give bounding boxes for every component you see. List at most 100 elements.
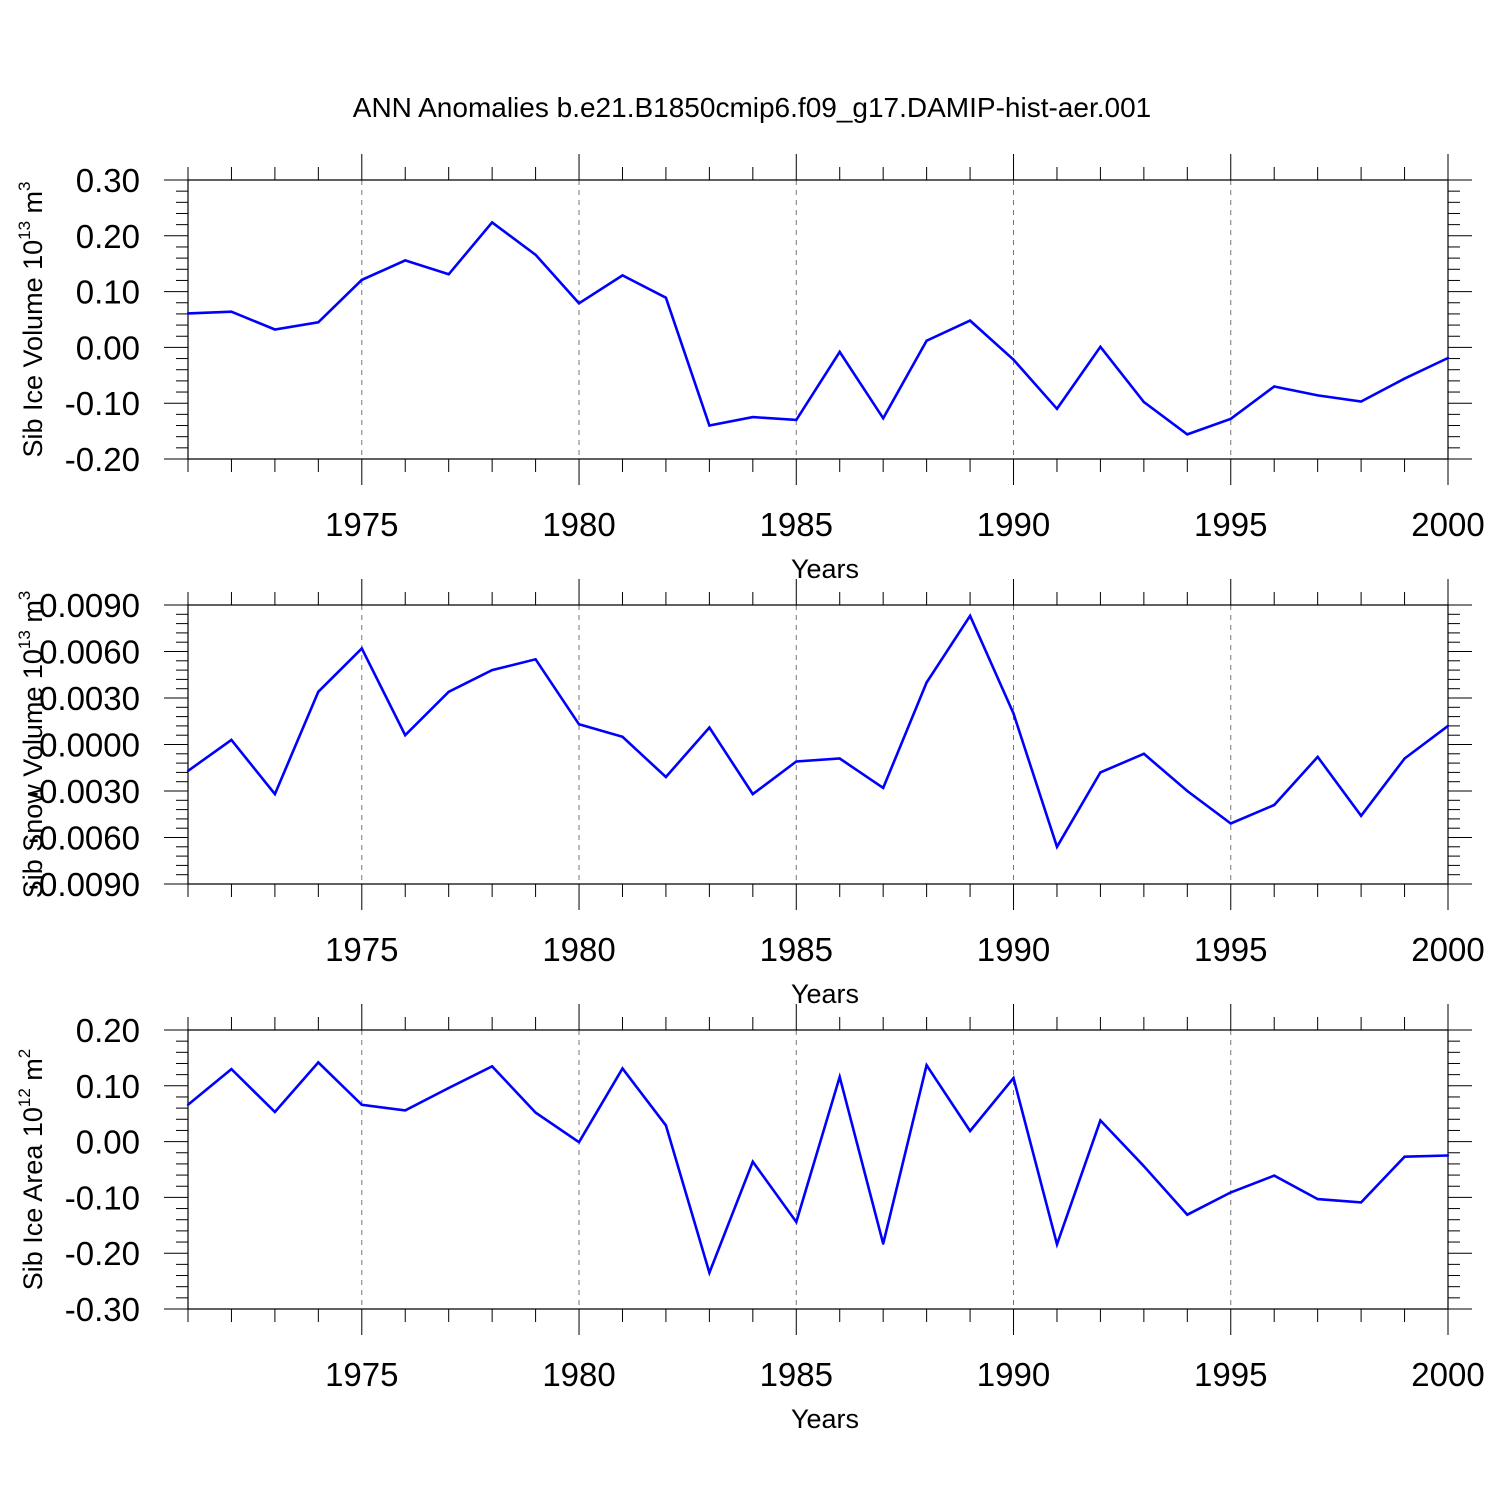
data-point	[925, 1063, 928, 1067]
data-point	[186, 312, 190, 315]
data-point	[404, 734, 407, 737]
data-point	[1403, 1155, 1406, 1158]
data-point	[186, 769, 190, 773]
y-tick-label: 0.20	[76, 218, 140, 255]
panels: -0.20 -0.10 0.00 0.10 0.20 0.30 1975 1980 1985 19…	[15, 154, 1485, 1434]
y-tick-label: -0.0030	[28, 773, 140, 810]
data-point	[708, 424, 711, 427]
data-point	[1186, 789, 1189, 793]
data-point	[881, 786, 885, 790]
y-tick-label: -0.20	[65, 1235, 140, 1272]
data-point	[360, 1103, 363, 1106]
data-point	[577, 302, 581, 305]
data-point	[273, 1110, 277, 1114]
y-axis-label: Sib Ice Area 1012 m2	[15, 1049, 48, 1291]
data-point	[447, 1086, 450, 1090]
y-tick-label: -0.0060	[28, 820, 140, 857]
data-point	[1099, 771, 1102, 774]
x-tick-label: 1995	[1194, 1356, 1267, 1393]
x-tick-label: 2000	[1411, 506, 1484, 543]
y-tick-label: 0.30	[76, 162, 140, 199]
data-point	[534, 253, 537, 256]
y-axis-label: Sib Snow Volume 1013 m3	[15, 591, 48, 899]
data-point	[664, 775, 668, 779]
data-point	[1012, 1076, 1015, 1080]
y-axis-label-unit-exponent: 3	[15, 591, 34, 600]
data-point	[490, 1065, 494, 1068]
data-point	[360, 647, 363, 650]
data-point	[881, 1242, 885, 1245]
data-point	[577, 723, 581, 726]
y-tick-label: -0.20	[65, 441, 140, 478]
y-tick-label: 0.0060	[39, 634, 140, 671]
panel-1: -0.20 -0.10 0.00 0.10 0.20 0.30 1975 1980 1985 19…	[15, 154, 1485, 584]
x-tick-label: 1990	[977, 1356, 1050, 1393]
y-axis-label-unit: m	[18, 191, 48, 221]
data-point	[404, 259, 407, 262]
data-point	[230, 738, 233, 742]
data-point	[1142, 1164, 1146, 1168]
data-point	[968, 1129, 972, 1133]
data-point	[838, 1075, 841, 1079]
x-tick-label: 1990	[977, 931, 1050, 968]
data-point	[1446, 1154, 1450, 1157]
y-tick-label: 0.0000	[39, 727, 140, 764]
data-point	[1316, 755, 1319, 759]
data-point	[968, 319, 972, 322]
data-point	[708, 1271, 711, 1274]
data-point	[664, 296, 668, 299]
data-point	[751, 415, 755, 419]
y-axis-label-unit-exponent: 2	[15, 1049, 34, 1058]
y-axis-label: Sib Ice Volume 1013 m3	[15, 181, 48, 457]
data-point	[186, 1103, 190, 1106]
x-tick-label: 1985	[760, 1356, 833, 1393]
y-tick-label: 0.0090	[39, 587, 140, 624]
data-point	[795, 760, 798, 763]
y-axis-label-text: Sib Snow Volume 10	[18, 649, 48, 898]
y-tick-label: -0.10	[65, 1179, 140, 1216]
x-axis-label: Years	[791, 979, 859, 1009]
data-point	[404, 1109, 407, 1112]
data-point	[447, 690, 450, 693]
panel-2: -0.0090 -0.0060 -0.0030 0.0000 0.0030 0.0060 0…	[15, 579, 1485, 1009]
data-point	[1055, 407, 1059, 410]
data-point	[621, 274, 624, 277]
data-point	[751, 792, 755, 796]
data-point	[1359, 1201, 1363, 1204]
y-axis-label-unit-exponent: 3	[15, 181, 34, 190]
data-point	[490, 668, 494, 672]
y-tick-label: 0.00	[76, 1124, 140, 1161]
data-point	[838, 757, 841, 760]
data-point	[317, 321, 320, 324]
series-line	[187, 613, 1449, 850]
data-point	[1229, 417, 1232, 421]
data-point	[534, 658, 537, 661]
y-axis-label-unit: m	[18, 600, 48, 630]
data-point	[925, 681, 928, 684]
y-tick-label: 0.20	[76, 1012, 140, 1049]
data-point	[838, 350, 841, 354]
x-tick-label: 1995	[1194, 931, 1267, 968]
x-tick-label: 1975	[325, 1356, 398, 1393]
data-point	[1229, 822, 1232, 825]
data-point	[447, 273, 450, 276]
x-tick-label: 1990	[977, 506, 1050, 543]
data-point	[1099, 1119, 1102, 1122]
data-point	[273, 328, 277, 331]
y-axis-label-exponent: 12	[15, 1088, 34, 1107]
x-axis-label: Years	[791, 554, 859, 584]
x-tick-label: 1975	[325, 506, 398, 543]
x-tick-label: 1980	[542, 1356, 615, 1393]
data-point	[1186, 433, 1189, 436]
chart-title: ANN Anomalies b.e21.B1850cmip6.f09_g17.D…	[353, 92, 1151, 123]
data-point	[664, 1124, 668, 1127]
data-point	[1055, 1243, 1059, 1246]
y-tick-label: -0.30	[65, 1291, 140, 1328]
data-point	[317, 690, 320, 693]
x-tick-label: 1980	[542, 506, 615, 543]
series-line	[187, 220, 1449, 436]
data-point	[925, 339, 928, 342]
data-point	[1012, 712, 1015, 715]
data-point	[1229, 1191, 1232, 1194]
